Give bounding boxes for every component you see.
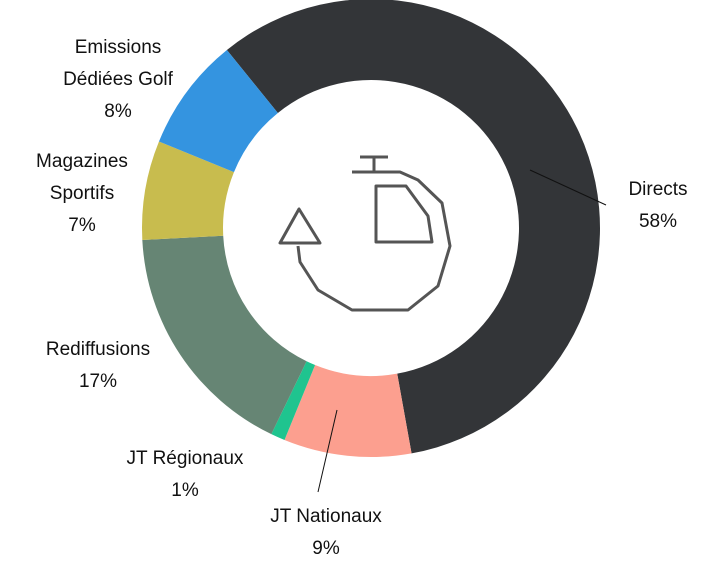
slice — [226, 0, 600, 454]
slice — [158, 50, 278, 173]
slice — [271, 361, 316, 441]
slice-label: Emissions Dédiées Golf 8% — [48, 32, 188, 128]
slice — [142, 141, 234, 240]
icon-part — [374, 184, 434, 244]
category-name: JT Nationaux — [270, 506, 382, 527]
slice-label: Rediffusions 17% — [18, 334, 178, 398]
value-label: 58% — [638, 211, 678, 232]
slice-label: JT Régionaux 1% — [105, 443, 265, 507]
value-label: 9% — [312, 538, 340, 559]
leader-line — [529, 169, 607, 206]
slice-label: JT Nationaux 9% — [246, 501, 406, 562]
category-name: Magazines Sportifs — [36, 151, 128, 204]
slice-label: Directs 58% — [600, 174, 716, 238]
value-label: 17% — [78, 371, 118, 392]
category-name: JT Régionaux — [126, 448, 244, 469]
category-name: Directs — [628, 179, 688, 200]
value-label: 7% — [68, 215, 96, 236]
slices — [142, 0, 600, 457]
icon-part — [278, 207, 322, 245]
value-label: 1% — [171, 480, 199, 501]
value-label: 8% — [104, 101, 132, 122]
category-name: Rediffusions — [45, 339, 151, 360]
slice-label: Magazines Sportifs 7% — [27, 146, 137, 242]
category-name: Emissions Dédiées Golf — [63, 37, 173, 90]
leader-line — [317, 409, 338, 493]
slice — [142, 235, 307, 435]
stopwatch-icon — [278, 155, 452, 312]
slice — [284, 365, 412, 457]
icon-part — [296, 170, 452, 312]
